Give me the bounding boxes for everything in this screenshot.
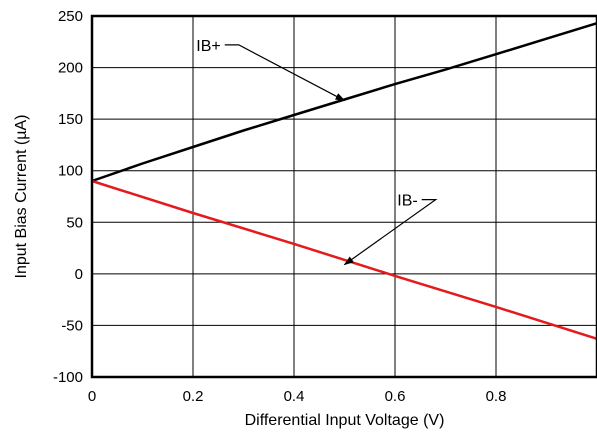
x-tick-label: 0.2 xyxy=(183,388,204,405)
grid xyxy=(92,16,597,377)
x-tick-label: 0.6 xyxy=(385,388,406,405)
y-tick-label: -50 xyxy=(61,317,83,334)
x-axis-title: Differential Input Voltage (V) xyxy=(245,412,445,429)
annotation-arrow-1 xyxy=(343,198,438,266)
y-tick-label: 150 xyxy=(58,111,83,128)
series-line-0 xyxy=(91,22,597,183)
annotation-arrow-0 xyxy=(224,44,346,102)
plot-frame xyxy=(90,14,597,379)
x-tick-label: 0.8 xyxy=(486,388,507,405)
y-axis-tick-labels: -100 -50 0 50 100 150 200 250 xyxy=(53,8,83,386)
annotations: IB+ IB- xyxy=(196,38,438,266)
series-line-1 xyxy=(91,179,597,340)
y-tick-label: 250 xyxy=(58,8,83,25)
y-tick-label: 50 xyxy=(66,214,83,231)
annotation-label-1: IB- xyxy=(397,193,417,210)
y-tick-label: 200 xyxy=(58,60,83,77)
y-tick-label: -100 xyxy=(53,369,83,386)
y-tick-label: 0 xyxy=(75,266,83,283)
series-layer xyxy=(91,22,597,340)
x-axis-tick-labels: 0 0.2 0.4 0.6 0.8 xyxy=(88,388,507,405)
x-tick-label: 0.4 xyxy=(284,388,305,405)
x-tick-label: 0 xyxy=(88,388,96,405)
y-axis-title: Input Bias Current (µA) xyxy=(13,115,30,279)
y-tick-label: 100 xyxy=(58,163,83,180)
annotation-label-0: IB+ xyxy=(196,38,220,55)
